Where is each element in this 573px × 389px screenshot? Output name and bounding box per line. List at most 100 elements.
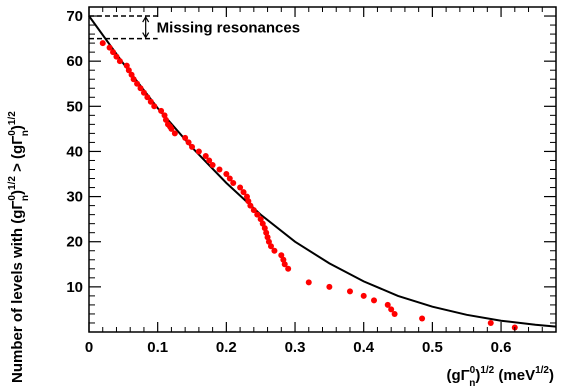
y-title-sup4: 1/2 <box>7 111 18 125</box>
data-point <box>116 58 123 65</box>
data-point <box>281 261 288 268</box>
fit-curve-layer <box>88 15 557 328</box>
plot-frame <box>88 6 557 333</box>
data-point <box>278 252 285 259</box>
fit-curve <box>88 15 557 328</box>
x-tick-label: 0.3 <box>285 339 306 356</box>
data-point <box>158 107 165 114</box>
data-point <box>151 103 158 110</box>
x-title-sub1: n <box>469 378 475 389</box>
data-point <box>264 234 271 241</box>
data-point <box>267 243 274 250</box>
annotation-text: Missing resonances <box>157 19 300 36</box>
y-tick-label: 10 <box>66 279 83 296</box>
data-point <box>487 319 494 326</box>
data-point <box>265 238 272 245</box>
data-point <box>113 53 120 60</box>
data-point <box>250 207 257 214</box>
x-title-base: (gΓ <box>446 367 469 384</box>
data-point <box>245 198 252 205</box>
y-tick-label: 30 <box>66 189 83 206</box>
x-title-close: ) <box>475 367 480 384</box>
data-point <box>247 202 254 209</box>
x-title-unit-close: ) <box>549 367 554 384</box>
data-point <box>243 193 250 200</box>
data-point <box>140 89 147 96</box>
data-point <box>125 67 132 74</box>
data-point <box>371 297 378 304</box>
x-axis-title: (gΓ0 n)1/2 (meV1/2) <box>446 365 554 389</box>
data-point <box>99 40 106 47</box>
y-axis-title: Number of levels with (gΓ0 n)1/2 > (gΓ0 n)… <box>7 111 31 383</box>
y-title-part1: Number of levels with (gΓ <box>9 201 26 383</box>
y-title-sub1: n <box>20 195 31 201</box>
data-point <box>226 175 233 182</box>
annotation-arrow-up-head <box>142 15 150 23</box>
x-tick-label: 0.5 <box>422 339 443 356</box>
x-tick-label: 0.2 <box>216 339 237 356</box>
data-point <box>206 157 213 164</box>
x-tick-label: 0.1 <box>147 339 168 356</box>
data-points-layer <box>99 40 518 331</box>
data-point <box>168 125 175 132</box>
data-point <box>106 44 113 51</box>
data-point <box>360 292 367 299</box>
data-point <box>182 134 189 141</box>
data-point <box>240 189 247 196</box>
data-point <box>391 310 398 317</box>
y-tick-label: 20 <box>66 234 83 251</box>
y-title-sup1: 0 <box>7 195 18 201</box>
data-point <box>185 139 192 146</box>
x-title-sup2: 1/2 <box>480 365 494 376</box>
data-point <box>259 220 266 227</box>
x-tick-label: 0.6 <box>491 339 512 356</box>
y-axis-ticks: 10 20 30 40 50 60 70 <box>66 8 556 324</box>
data-point <box>261 225 268 232</box>
missing-resonances-annotation: Missing resonances <box>89 15 300 40</box>
data-point <box>195 148 202 155</box>
data-point <box>263 229 270 236</box>
data-point <box>280 256 287 263</box>
data-point <box>110 49 117 56</box>
y-title-sup2: 1/2 <box>7 176 18 190</box>
y-title-mid: > (gΓ <box>9 136 26 176</box>
y-title-close1: ) <box>9 190 26 195</box>
y-title-sup3: 0 <box>7 130 18 136</box>
x-axis-ticks: 0 0.1 0.2 0.3 0.4 0.5 0.6 <box>85 7 543 356</box>
data-point <box>271 247 278 254</box>
data-point <box>254 211 261 218</box>
data-point <box>326 283 333 290</box>
x-title-unit: (meV <box>494 367 535 384</box>
data-point <box>285 265 292 272</box>
x-title-unit-sup: 1/2 <box>535 365 549 376</box>
data-point <box>419 315 426 322</box>
data-point <box>123 62 130 69</box>
data-point <box>202 152 209 159</box>
y-tick-label: 70 <box>66 8 83 25</box>
annotation-arrow-down-head <box>142 32 150 39</box>
data-point <box>171 130 178 137</box>
data-point <box>257 216 264 223</box>
data-point <box>161 112 168 119</box>
x-tick-label: 0 <box>85 339 93 356</box>
data-point <box>346 288 353 295</box>
data-point <box>384 301 391 308</box>
y-tick-label: 50 <box>66 98 83 115</box>
data-point <box>216 166 223 173</box>
data-point <box>130 76 137 83</box>
data-point <box>223 171 230 178</box>
data-point <box>189 143 196 150</box>
data-point <box>237 184 244 191</box>
data-point <box>162 116 169 123</box>
data-point <box>388 306 395 313</box>
data-point <box>305 279 312 286</box>
data-point <box>230 180 237 187</box>
data-point <box>209 161 216 168</box>
y-tick-label: 40 <box>66 143 83 160</box>
y-title-close3: ) <box>9 125 26 130</box>
data-point <box>147 98 154 105</box>
data-point <box>128 71 135 78</box>
x-tick-label: 0.4 <box>353 339 375 356</box>
data-point <box>137 85 144 92</box>
